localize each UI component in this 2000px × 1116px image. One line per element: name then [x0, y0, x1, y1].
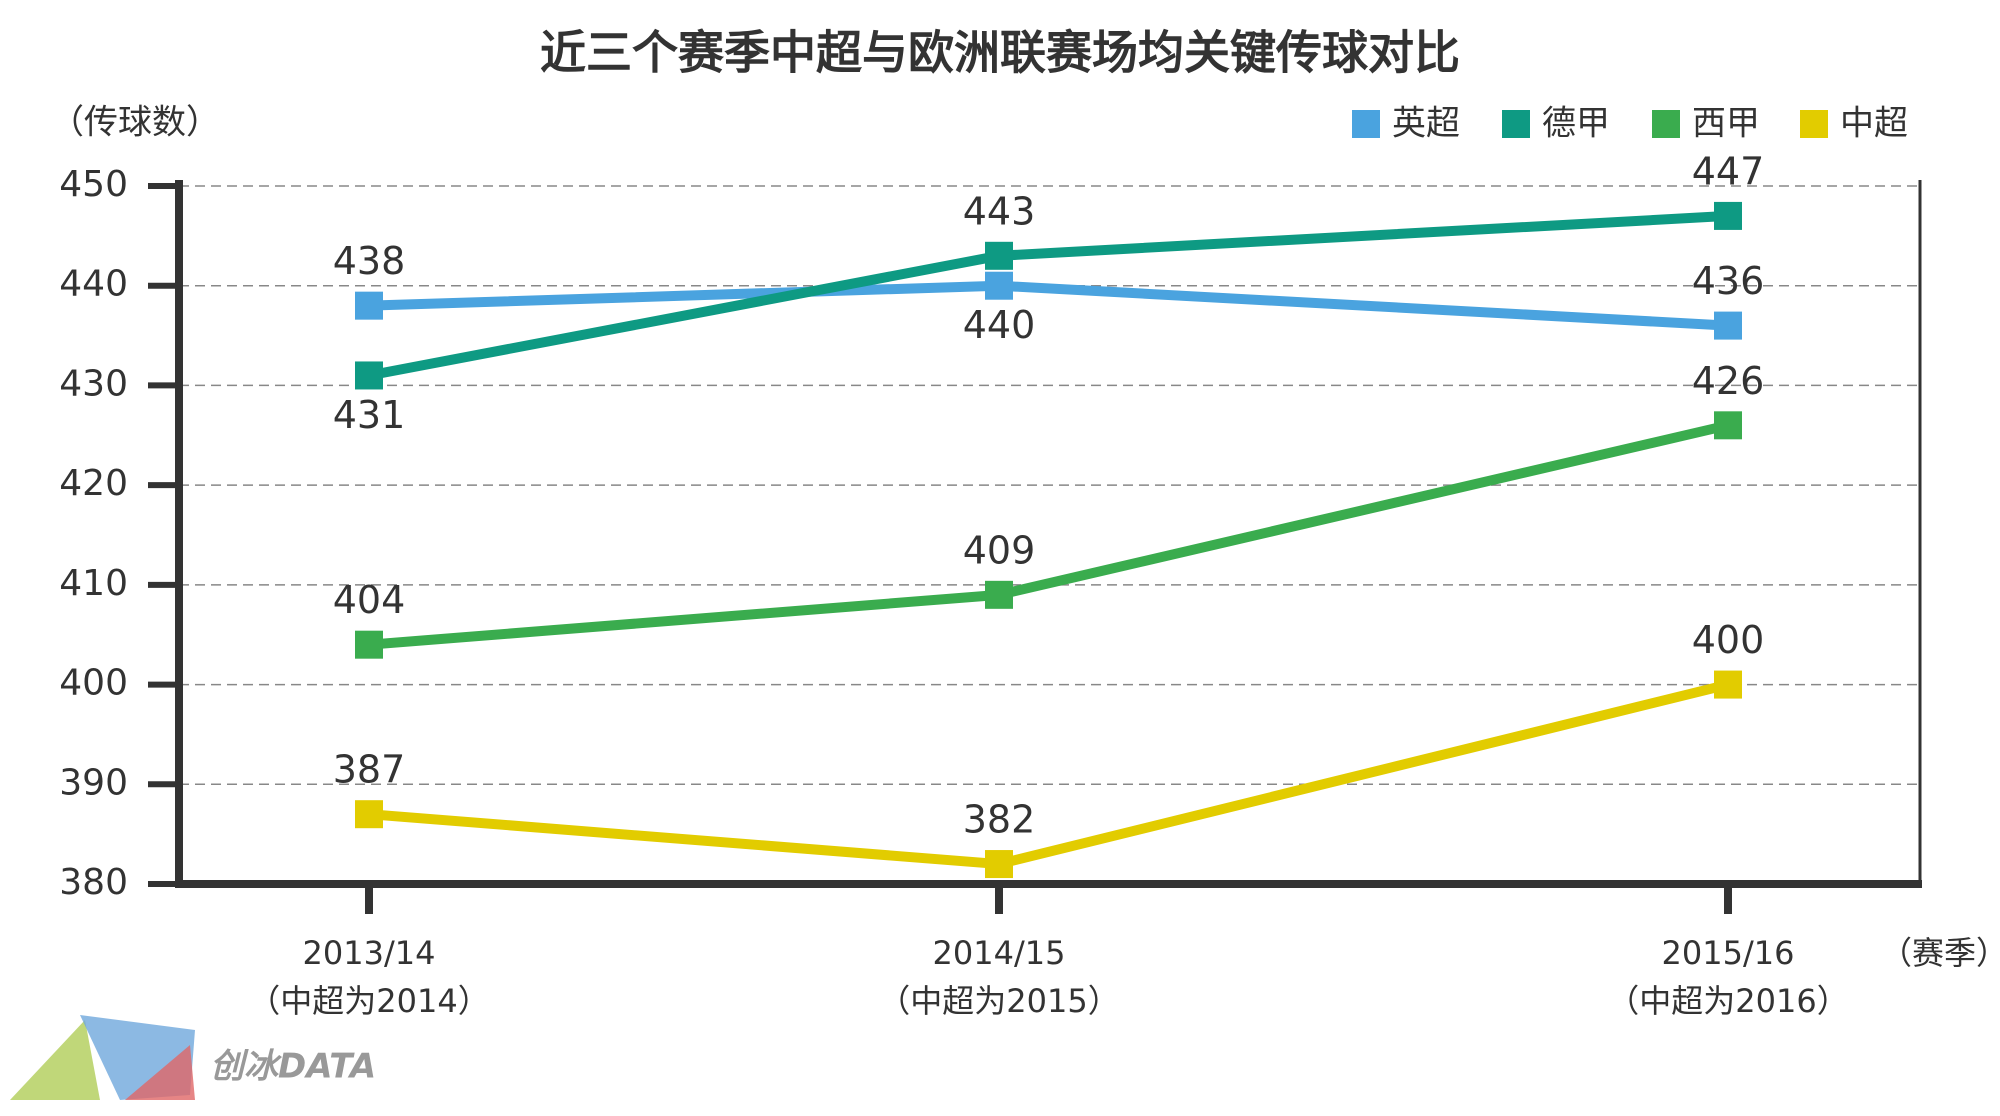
marker	[1714, 670, 1742, 699]
marker	[1714, 201, 1742, 230]
series: 438 440 436	[333, 239, 1765, 347]
chart-title: 近三个赛季中超与欧洲联赛场均关键传球对比	[540, 26, 1460, 80]
x-tick-note: （中超为2016）	[1607, 982, 1848, 1020]
y-tick-label: 430	[59, 363, 128, 404]
marker	[985, 850, 1013, 879]
legend-swatch	[1352, 110, 1380, 138]
series: 431 443 447	[333, 149, 1765, 437]
y-tick-label: 400	[59, 663, 128, 704]
y-tick-label: 450	[59, 164, 128, 205]
y-tick-label: 440	[59, 264, 128, 305]
series: 387 382 400	[333, 618, 1765, 879]
marker	[985, 580, 1013, 609]
y-axis-label: （传球数）	[50, 103, 220, 143]
marker	[355, 361, 383, 390]
x-tick-note: （中超为2014）	[248, 982, 489, 1020]
y-tick-label: 420	[59, 463, 128, 504]
y-tick-label: 390	[59, 762, 128, 803]
y-tick-label: 410	[59, 563, 128, 604]
legend-swatch	[1502, 110, 1530, 138]
marker	[355, 291, 383, 320]
data-label: 426	[1692, 359, 1765, 403]
legend-label: 中超	[1840, 104, 1908, 144]
x-tick-label: 2013/14	[303, 934, 436, 972]
marker	[985, 271, 1013, 300]
marker	[355, 800, 383, 829]
x-tick-label: 2014/15	[933, 934, 1066, 972]
marker	[355, 630, 383, 659]
legend-label: 西甲	[1692, 104, 1760, 144]
legend-label: 英超	[1392, 104, 1460, 144]
data-label: 440	[963, 303, 1036, 347]
data-label: 400	[1692, 618, 1765, 662]
logo: 创冰DATA	[10, 1015, 376, 1100]
data-label: 404	[333, 578, 406, 622]
legend-swatch	[1652, 110, 1680, 138]
data-label: 382	[963, 798, 1036, 842]
data-label: 436	[1692, 259, 1765, 303]
watermark: 创冰DATA	[210, 1047, 376, 1087]
marker	[1714, 311, 1742, 340]
legend-label: 德甲	[1542, 104, 1610, 144]
data-label: 431	[333, 393, 406, 437]
data-label: 447	[1692, 149, 1765, 193]
data-label: 409	[963, 528, 1036, 572]
marker	[1714, 411, 1742, 440]
x-axis-label: （赛季）	[1880, 934, 2000, 972]
legend-swatch	[1800, 110, 1828, 138]
data-label: 443	[963, 189, 1036, 233]
data-label: 438	[333, 239, 406, 283]
marker	[985, 241, 1013, 270]
x-tick-label: 2015/16	[1662, 934, 1795, 972]
series: 404 409 426	[333, 359, 1765, 659]
data-label: 387	[333, 748, 406, 792]
y-tick-label: 380	[59, 862, 128, 903]
x-tick-note: （中超为2015）	[878, 982, 1119, 1020]
